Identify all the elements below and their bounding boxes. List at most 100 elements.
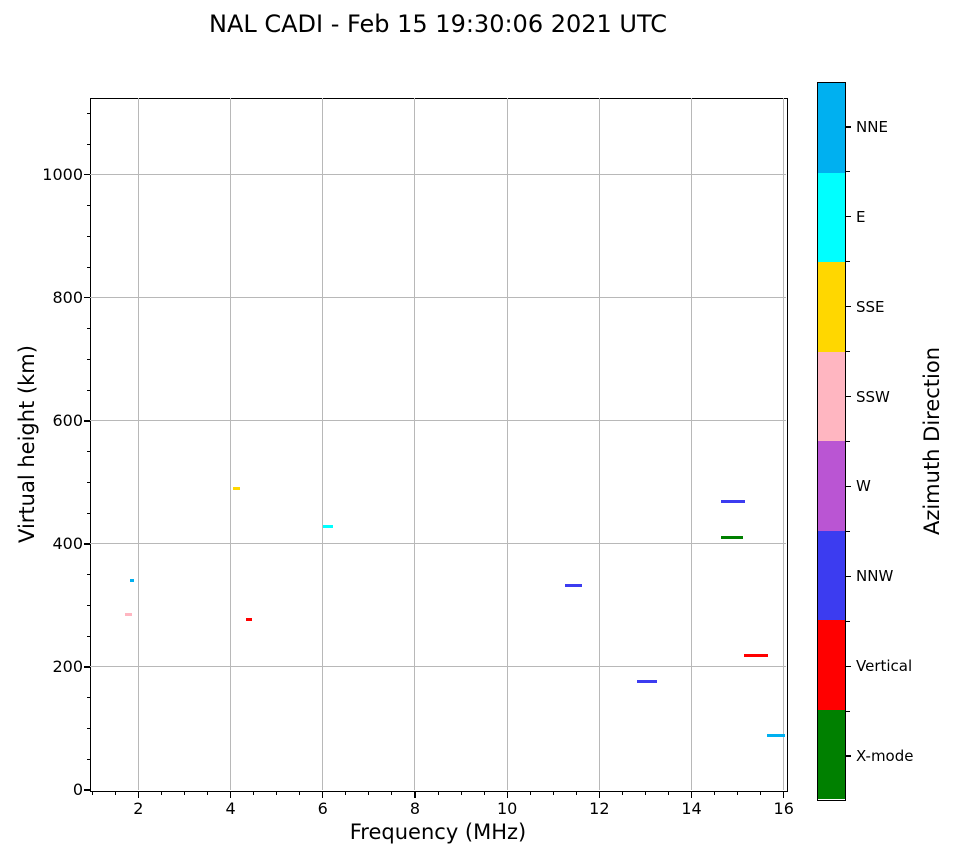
colorbar-minor-tick [846,620,850,622]
colorbar-major-tick [846,395,851,398]
x-tick-label: 8 [409,799,421,818]
colorbar-minor-tick [846,261,850,263]
colorbar-tick-label: Vertical [856,657,913,676]
colorbar-minor-tick [846,441,850,442]
y-major-tick [84,789,90,791]
colorbar-major-tick [846,306,851,308]
y-tick-label: 200 [52,656,83,676]
data-point-nnw [721,500,745,503]
x-major-tick [322,791,324,798]
x-gridline [414,98,416,790]
x-tick-label: 6 [317,799,328,818]
colorbar-major-tick [846,216,851,218]
y-minor-tick [86,451,90,453]
x-minor-tick [644,791,646,795]
x-minor-tick [621,791,623,795]
colorbar-minor-tick [846,530,850,532]
x-gridline [598,98,600,790]
y-tick-label: 600 [52,410,83,430]
colorbar-major-tick [846,755,851,757]
x-axis-label: Frequency (MHz) [349,820,527,844]
colorbar-tick-label: SSE [856,297,885,316]
x-minor-tick [276,791,278,795]
y-gridline [90,543,786,545]
x-minor-tick [368,791,370,795]
colorbar-tick-label: NNE [856,117,888,136]
y-minor-tick [86,574,90,576]
plot-area [90,98,788,792]
colorbar-major-tick [846,665,851,667]
x-minor-tick [483,791,485,795]
colorbar-segment-nne [818,83,845,173]
colorbar-minor-tick [846,710,850,712]
y-gridline [90,297,786,299]
x-tick-label: 10 [496,799,518,818]
colorbar [817,82,846,801]
x-gridline [783,98,785,790]
y-minor-tick [86,481,90,483]
data-point-nne [129,579,134,583]
y-minor-tick [86,758,90,760]
x-minor-tick [529,791,531,795]
y-tick-label: 1000 [42,164,83,184]
y-minor-tick [86,358,90,360]
x-gridline [230,98,232,790]
x-minor-tick [437,791,439,795]
y-major-tick [84,420,90,422]
x-minor-tick [552,791,554,795]
x-minor-tick [391,791,393,795]
colorbar-segment-e [818,172,845,262]
colorbar-label: Azimuth Direction [920,346,944,536]
data-point-nnw [564,583,583,587]
data-point-nnw [637,679,658,683]
x-tick-label: 14 [681,799,702,818]
y-minor-tick [86,112,90,114]
y-major-tick [84,174,90,176]
y-minor-tick [86,635,90,637]
x-minor-tick [160,791,162,795]
y-tick-label: 400 [52,533,83,553]
data-point-ssw [124,612,132,616]
x-gridline [322,98,324,790]
y-gridline [90,666,786,668]
x-major-tick [690,791,693,798]
colorbar-tick-label: NNW [856,567,894,586]
colorbar-tick-label: SSW [856,387,890,406]
colorbar-tick-label: X-mode [856,747,914,766]
y-major-tick [84,666,90,668]
colorbar-minor-tick [846,351,850,353]
y-tick-label: 0 [72,780,83,799]
data-point-e [322,525,333,529]
y-minor-tick [86,143,90,145]
colorbar-tick-label: E [856,207,866,226]
y-minor-tick [86,328,90,330]
colorbar-segment-ssw [818,351,845,441]
chart-title: NAL CADI - Feb 15 19:30:06 2021 UTC [208,10,668,38]
colorbar-minor-tick [846,171,850,173]
x-minor-tick [760,791,762,795]
colorbar-major-tick [846,485,851,488]
y-major-tick [84,297,90,299]
data-point-x-mode [721,536,744,540]
x-minor-tick [714,791,716,795]
colorbar-segment-sse [818,262,845,352]
x-gridline [506,98,508,790]
x-minor-tick [575,791,577,795]
colorbar-segment-x-mode [818,709,845,799]
x-major-tick [137,791,139,798]
y-minor-tick [86,604,90,606]
y-axis-label: Virtual height (km) [15,345,39,543]
data-point-sse [232,487,241,491]
y-major-tick [84,543,90,545]
x-minor-tick [207,791,209,795]
x-minor-tick [345,791,347,795]
colorbar-major-tick [846,126,851,128]
x-tick-label: 16 [773,799,794,818]
x-minor-tick [667,791,669,795]
x-minor-tick [91,791,93,795]
y-minor-tick [86,235,90,237]
x-minor-tick [737,791,739,795]
y-gridline [90,174,786,176]
colorbar-major-tick [846,575,851,577]
x-tick-label: 2 [133,799,144,818]
